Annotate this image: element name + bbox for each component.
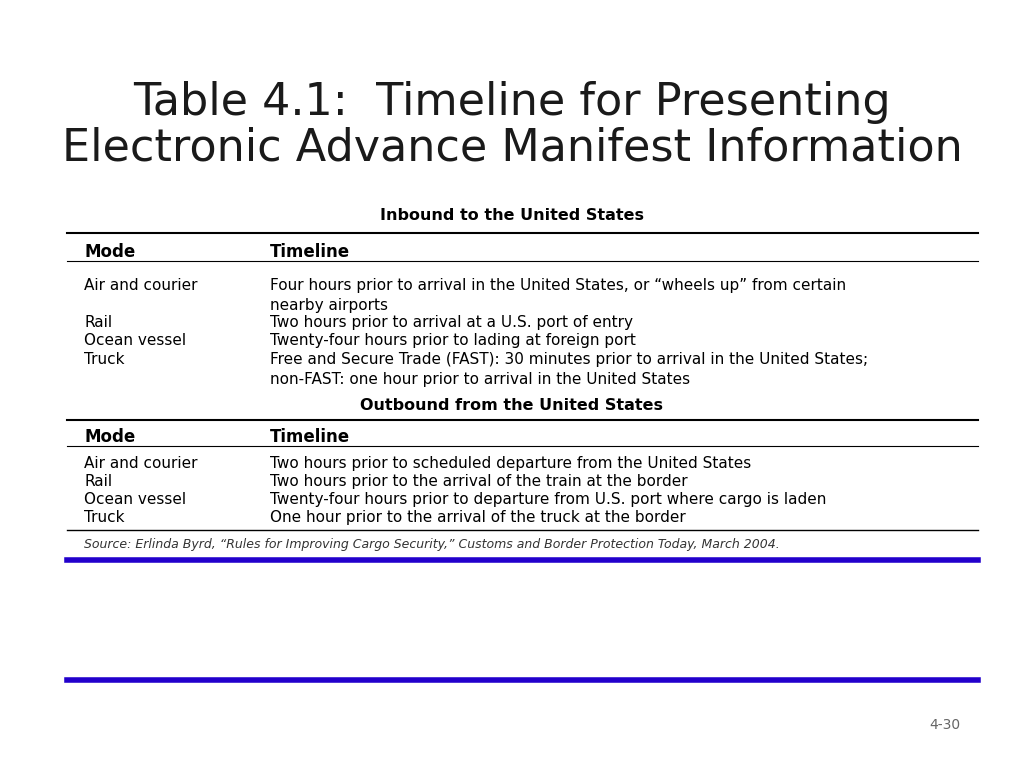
Text: Truck: Truck xyxy=(84,510,125,525)
Text: Two hours prior to the arrival of the train at the border: Two hours prior to the arrival of the tr… xyxy=(270,474,688,489)
Text: Mode: Mode xyxy=(84,428,135,446)
Text: Ocean vessel: Ocean vessel xyxy=(84,492,186,507)
Text: Source: Erlinda Byrd, “Rules for Improving Cargo Security,” Customs and Border P: Source: Erlinda Byrd, “Rules for Improvi… xyxy=(84,538,779,551)
Text: Electronic Advance Manifest Information: Electronic Advance Manifest Information xyxy=(61,127,963,170)
Text: Twenty-four hours prior to departure from U.S. port where cargo is laden: Twenty-four hours prior to departure fro… xyxy=(270,492,826,507)
Text: Air and courier: Air and courier xyxy=(84,278,198,293)
Text: Table 4.1:  Timeline for Presenting: Table 4.1: Timeline for Presenting xyxy=(133,81,891,124)
Text: Ocean vessel: Ocean vessel xyxy=(84,333,186,348)
Text: Outbound from the United States: Outbound from the United States xyxy=(360,398,664,413)
Text: Twenty-four hours prior to lading at foreign port: Twenty-four hours prior to lading at for… xyxy=(270,333,636,348)
Text: Two hours prior to arrival at a U.S. port of entry: Two hours prior to arrival at a U.S. por… xyxy=(270,315,633,330)
Text: Four hours prior to arrival in the United States, or “wheels up” from certain
ne: Four hours prior to arrival in the Unite… xyxy=(270,278,846,313)
Text: Timeline: Timeline xyxy=(270,428,350,446)
Text: One hour prior to the arrival of the truck at the border: One hour prior to the arrival of the tru… xyxy=(270,510,686,525)
Text: Mode: Mode xyxy=(84,243,135,261)
Text: Rail: Rail xyxy=(84,315,112,330)
Text: Timeline: Timeline xyxy=(270,243,350,261)
Text: Truck: Truck xyxy=(84,352,125,367)
Text: Rail: Rail xyxy=(84,474,112,489)
Text: Free and Secure Trade (FAST): 30 minutes prior to arrival in the United States;
: Free and Secure Trade (FAST): 30 minutes… xyxy=(270,352,868,387)
Text: Inbound to the United States: Inbound to the United States xyxy=(380,208,644,223)
Text: 4-30: 4-30 xyxy=(929,718,961,732)
Text: Two hours prior to scheduled departure from the United States: Two hours prior to scheduled departure f… xyxy=(270,456,752,471)
Text: Air and courier: Air and courier xyxy=(84,456,198,471)
